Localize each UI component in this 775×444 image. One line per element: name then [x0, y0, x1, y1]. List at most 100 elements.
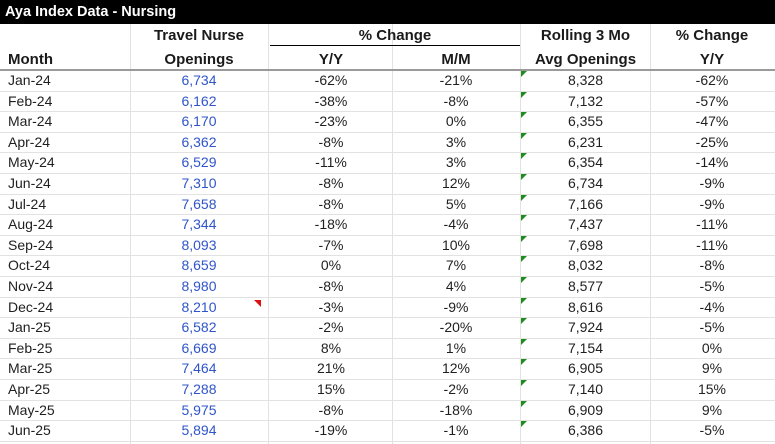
cell-openings[interactable]: 7,464 — [181, 360, 217, 376]
error-indicator-icon[interactable] — [521, 236, 527, 242]
error-indicator-icon[interactable] — [521, 174, 527, 180]
cell-openings[interactable]: 5,894 — [181, 422, 217, 438]
cell-rolling[interactable]: 8,577 — [567, 278, 604, 294]
cell-mm[interactable]: 0% — [445, 113, 467, 129]
cell-rolling[interactable]: 7,154 — [567, 340, 604, 356]
cell-month[interactable]: Aug-24 — [8, 216, 54, 232]
cell-rolling[interactable]: 7,140 — [567, 381, 604, 397]
cell-mm[interactable]: -2% — [443, 381, 469, 397]
cell-rolling-yy[interactable]: 9% — [701, 402, 723, 418]
cell-month[interactable]: Nov-24 — [8, 278, 54, 294]
cell-month[interactable]: Jul-24 — [8, 196, 47, 212]
cell-yy[interactable]: -8% — [318, 402, 344, 418]
cell-openings[interactable]: 7,288 — [181, 381, 217, 397]
cell-month[interactable]: Feb-24 — [8, 93, 53, 109]
error-indicator-icon[interactable] — [521, 256, 527, 262]
cell-rolling-yy[interactable]: -4% — [699, 299, 725, 315]
cell-openings[interactable]: 6,170 — [181, 113, 217, 129]
cell-month[interactable]: Jan-24 — [8, 72, 51, 88]
cell-rolling-yy[interactable]: -47% — [695, 113, 729, 129]
cell-month[interactable]: Apr-25 — [8, 381, 51, 397]
cell-openings[interactable]: 6,529 — [181, 154, 217, 170]
cell-yy[interactable]: -62% — [314, 72, 348, 88]
cell-rolling-yy[interactable]: -11% — [696, 237, 728, 253]
cell-rolling-yy[interactable]: -9% — [699, 196, 725, 212]
cell-mm[interactable]: 3% — [445, 134, 467, 150]
cell-month[interactable]: May-24 — [8, 154, 55, 170]
cell-yy[interactable]: -11% — [315, 154, 347, 170]
cell-yy[interactable]: -19% — [314, 422, 348, 438]
cell-mm[interactable]: 3% — [445, 154, 467, 170]
cell-mm[interactable]: 5% — [445, 196, 467, 212]
cell-month[interactable]: May-25 — [8, 402, 55, 418]
cell-openings[interactable]: 6,734 — [181, 72, 217, 88]
cell-yy[interactable]: 8% — [320, 340, 342, 356]
cell-yy[interactable]: -38% — [314, 93, 348, 109]
error-indicator-icon[interactable] — [521, 215, 527, 221]
cell-rolling[interactable]: 7,698 — [567, 237, 604, 253]
cell-rolling[interactable]: 6,905 — [567, 360, 604, 376]
cell-month[interactable]: Jan-25 — [8, 319, 51, 335]
header-avg-openings[interactable]: Avg Openings — [534, 51, 637, 68]
cell-rolling[interactable]: 7,437 — [567, 216, 604, 232]
error-indicator-icon[interactable] — [521, 339, 527, 345]
cell-mm[interactable]: -9% — [443, 299, 469, 315]
cell-rolling[interactable]: 7,132 — [567, 93, 604, 109]
error-indicator-icon[interactable] — [521, 318, 527, 324]
cell-rolling[interactable]: 7,924 — [567, 319, 604, 335]
error-indicator-icon[interactable] — [521, 277, 527, 283]
error-indicator-icon[interactable] — [521, 195, 527, 201]
cell-yy[interactable]: -8% — [318, 175, 344, 191]
cell-yy[interactable]: 15% — [316, 381, 346, 397]
cell-rolling[interactable]: 8,032 — [567, 257, 604, 273]
cell-rolling-yy[interactable]: -5% — [699, 319, 725, 335]
cell-rolling[interactable]: 6,909 — [567, 402, 604, 418]
cell-month[interactable]: Dec-24 — [8, 299, 54, 315]
cell-rolling-yy[interactable]: -5% — [699, 278, 725, 294]
cell-yy[interactable]: -8% — [318, 278, 344, 294]
header-pct-change[interactable]: % Change — [358, 27, 432, 44]
cell-rolling[interactable]: 6,355 — [567, 113, 604, 129]
cell-mm[interactable]: -20% — [439, 319, 473, 335]
cell-rolling-yy[interactable]: -25% — [695, 134, 729, 150]
cell-month[interactable]: Mar-24 — [8, 113, 53, 129]
cell-yy[interactable]: 21% — [316, 360, 346, 376]
cell-yy[interactable]: -8% — [318, 196, 344, 212]
cell-openings[interactable]: 6,162 — [181, 93, 217, 109]
cell-month[interactable]: Jun-24 — [8, 175, 51, 191]
error-indicator-icon[interactable] — [521, 401, 527, 407]
cell-rolling-yy[interactable]: -14% — [695, 154, 729, 170]
cell-mm[interactable]: 10% — [441, 237, 471, 253]
cell-mm[interactable]: 12% — [441, 175, 471, 191]
error-indicator-icon[interactable] — [521, 421, 527, 427]
cell-yy[interactable]: -8% — [318, 134, 344, 150]
header-openings[interactable]: Openings — [164, 51, 234, 68]
cell-rolling-yy[interactable]: -8% — [699, 257, 725, 273]
cell-mm[interactable]: -1% — [443, 422, 469, 438]
header-yy[interactable]: Y/Y — [318, 51, 344, 68]
header-mm[interactable]: M/M — [441, 51, 471, 68]
header-pct-change-rolling[interactable]: % Change — [675, 27, 749, 44]
cell-openings[interactable]: 8,659 — [181, 257, 217, 273]
cell-rolling[interactable]: 8,328 — [567, 72, 604, 88]
cell-openings[interactable]: 7,310 — [181, 175, 217, 191]
cell-mm[interactable]: -4% — [443, 216, 469, 232]
cell-month[interactable]: Jun-25 — [8, 422, 51, 438]
cell-openings[interactable]: 7,344 — [181, 216, 217, 232]
error-indicator-icon[interactable] — [521, 153, 527, 159]
cell-openings[interactable]: 5,975 — [181, 402, 217, 418]
cell-month[interactable]: Feb-25 — [8, 340, 53, 356]
cell-rolling[interactable]: 6,386 — [567, 422, 604, 438]
header-month[interactable]: Month — [8, 51, 53, 68]
cell-openings[interactable]: 8,980 — [181, 278, 217, 294]
cell-mm[interactable]: 1% — [445, 340, 467, 356]
cell-rolling-yy[interactable]: -11% — [696, 216, 728, 232]
cell-yy[interactable]: -23% — [314, 113, 348, 129]
cell-mm[interactable]: -18% — [439, 402, 473, 418]
cell-openings[interactable]: 6,669 — [181, 340, 217, 356]
cell-month[interactable]: Oct-24 — [8, 257, 51, 273]
cell-month[interactable]: Apr-24 — [8, 134, 51, 150]
cell-rolling[interactable]: 6,734 — [567, 175, 604, 191]
cell-yy[interactable]: -18% — [314, 216, 348, 232]
cell-yy[interactable]: 0% — [320, 257, 342, 273]
